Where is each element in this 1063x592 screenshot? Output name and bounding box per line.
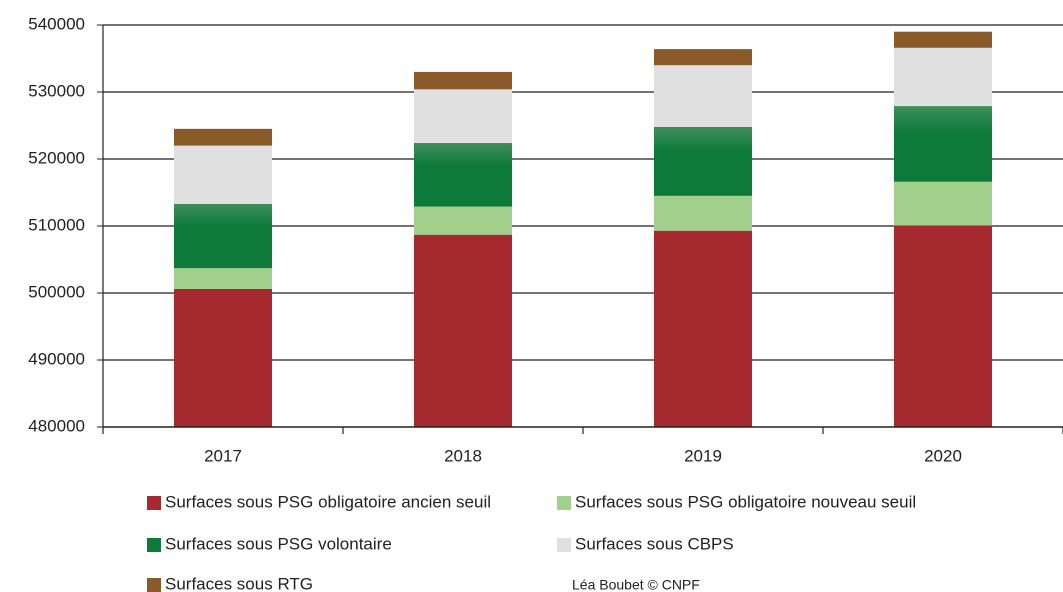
bar-segment	[414, 71, 512, 90]
x-tick-label: 2019	[684, 446, 722, 465]
bar-segment	[894, 225, 992, 427]
bar-segment	[654, 230, 752, 427]
bar-segment	[654, 65, 752, 127]
y-tick-label: 480000	[28, 416, 85, 435]
bar-segment	[414, 206, 512, 235]
y-tick-label: 490000	[28, 349, 85, 368]
bar-segment	[414, 142, 512, 207]
legend-label: Surfaces sous PSG volontaire	[165, 534, 392, 553]
bar-segment	[174, 145, 272, 204]
y-tick-label: 540000	[28, 14, 85, 33]
bar-segment	[414, 234, 512, 427]
x-tick-label: 2020	[924, 446, 962, 465]
bar-segment	[414, 89, 512, 143]
bar-segment	[654, 49, 752, 66]
x-tick-label: 2017	[204, 446, 242, 465]
legend-swatch	[147, 578, 161, 592]
bar-segment	[894, 31, 992, 48]
y-tick-label: 500000	[28, 282, 85, 301]
legend-label: Surfaces sous PSG obligatoire ancien seu…	[165, 492, 491, 511]
y-tick-label: 530000	[28, 81, 85, 100]
bar-segment	[174, 288, 272, 427]
x-tick-label: 2018	[444, 446, 482, 465]
bar-segment	[894, 47, 992, 107]
legend-swatch	[147, 538, 161, 552]
legend-swatch	[557, 496, 571, 510]
legend-label: Surfaces sous CBPS	[575, 534, 734, 553]
bar-segment	[894, 106, 992, 182]
bar-segment	[174, 203, 272, 269]
legend-label: Surfaces sous PSG obligatoire nouveau se…	[575, 492, 916, 511]
legend-label: Surfaces sous RTG	[165, 574, 313, 592]
legend-swatch	[147, 496, 161, 510]
y-tick-label: 510000	[28, 215, 85, 234]
bar-segment	[174, 128, 272, 146]
bar-segment	[654, 126, 752, 196]
bar-segment	[654, 195, 752, 231]
legend-swatch	[557, 538, 571, 552]
bar-segment	[174, 268, 272, 289]
bar-segment	[894, 181, 992, 226]
credit: Léa Boubet © CNPF	[572, 577, 700, 592]
y-tick-label: 520000	[28, 148, 85, 167]
